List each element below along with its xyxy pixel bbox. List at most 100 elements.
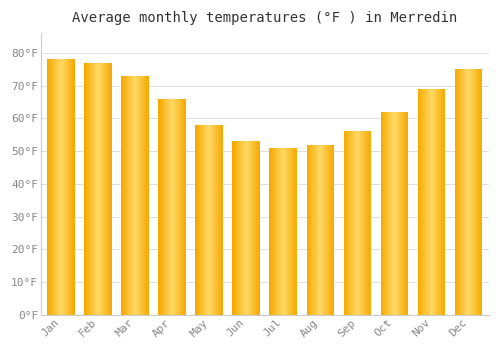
Bar (360, 131, 361, 315)
Bar (136, 76, 138, 315)
Bar (143, 76, 144, 315)
Bar (60, 60, 62, 315)
Bar (176, 99, 177, 315)
Bar (459, 69, 460, 315)
Bar (245, 141, 246, 315)
Bar (177, 99, 178, 315)
Bar (289, 148, 290, 315)
Bar (354, 131, 356, 315)
Bar (312, 145, 313, 315)
Bar (386, 112, 387, 315)
Bar (387, 112, 388, 315)
Bar (438, 89, 439, 315)
Bar (475, 69, 476, 315)
Bar (97, 63, 98, 315)
Bar (98, 63, 99, 315)
Bar (280, 148, 281, 315)
Bar (466, 69, 467, 315)
Bar (384, 112, 385, 315)
Bar (134, 76, 136, 315)
Bar (62, 60, 64, 315)
Bar (67, 60, 68, 315)
Bar (51, 60, 52, 315)
Bar (440, 89, 441, 315)
Bar (349, 131, 350, 315)
Bar (293, 148, 294, 315)
Bar (215, 125, 216, 315)
Bar (147, 76, 148, 315)
Bar (313, 145, 314, 315)
Bar (350, 131, 351, 315)
Bar (314, 145, 315, 315)
Bar (216, 125, 217, 315)
Bar (130, 76, 131, 315)
Bar (59, 60, 60, 315)
Bar (464, 69, 465, 315)
Bar (166, 99, 167, 315)
Bar (392, 112, 393, 315)
Bar (102, 63, 103, 315)
Bar (479, 69, 480, 315)
Bar (232, 141, 233, 315)
Bar (240, 141, 241, 315)
Bar (146, 76, 147, 315)
Bar (202, 125, 203, 315)
Bar (421, 89, 422, 315)
Bar (321, 145, 322, 315)
Bar (248, 141, 249, 315)
Bar (318, 145, 319, 315)
Bar (234, 141, 236, 315)
Bar (366, 131, 367, 315)
Bar (346, 131, 347, 315)
Bar (99, 63, 100, 315)
Bar (284, 148, 285, 315)
Bar (441, 89, 442, 315)
Bar (160, 99, 161, 315)
Bar (96, 63, 97, 315)
Bar (271, 148, 272, 315)
Bar (72, 60, 73, 315)
Bar (175, 99, 176, 315)
Bar (323, 145, 324, 315)
Bar (213, 125, 214, 315)
Bar (105, 63, 106, 315)
Bar (322, 145, 323, 315)
Bar (52, 60, 53, 315)
Bar (420, 89, 421, 315)
Bar (85, 63, 86, 315)
Bar (86, 63, 87, 315)
Bar (243, 141, 244, 315)
Bar (61, 60, 62, 315)
Bar (316, 145, 317, 315)
Bar (90, 63, 92, 315)
Bar (356, 131, 357, 315)
Bar (258, 141, 259, 315)
Bar (74, 60, 75, 315)
Bar (142, 76, 143, 315)
Bar (307, 145, 308, 315)
Bar (182, 99, 183, 315)
Bar (359, 131, 360, 315)
Bar (162, 99, 164, 315)
Bar (241, 141, 242, 315)
Bar (70, 60, 71, 315)
Bar (106, 63, 108, 315)
Bar (272, 148, 273, 315)
Bar (310, 145, 312, 315)
Bar (53, 60, 54, 315)
Bar (285, 148, 286, 315)
Bar (71, 60, 72, 315)
Bar (126, 76, 127, 315)
Bar (290, 148, 291, 315)
Bar (442, 89, 444, 315)
Bar (352, 131, 354, 315)
Bar (124, 76, 125, 315)
Bar (103, 63, 104, 315)
Bar (436, 89, 437, 315)
Bar (205, 125, 206, 315)
Bar (167, 99, 168, 315)
Bar (328, 145, 330, 315)
Bar (367, 131, 368, 315)
Bar (382, 112, 384, 315)
Bar (125, 76, 126, 315)
